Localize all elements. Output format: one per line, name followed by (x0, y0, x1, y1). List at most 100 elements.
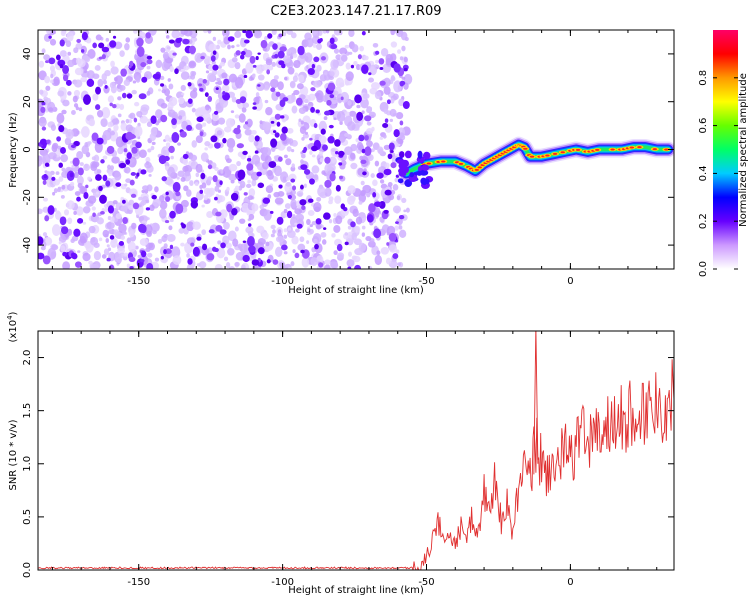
noise-speck (335, 184, 341, 192)
noise-speck (231, 57, 238, 63)
noise-speck (199, 87, 204, 92)
noise-speck (387, 182, 393, 187)
noise-speck (310, 106, 315, 113)
noise-speck (234, 185, 240, 191)
noise-speck (327, 163, 336, 173)
noise-speck (269, 210, 274, 214)
noise-speck (62, 64, 70, 75)
noise-speck (175, 203, 184, 215)
noise-speck (110, 66, 119, 75)
noise-speck (322, 95, 328, 103)
noise-speck (379, 66, 384, 71)
noise-speck (325, 30, 330, 34)
noise-speck (222, 235, 230, 245)
noise-speck (361, 31, 366, 36)
noise-speck (151, 141, 156, 146)
noise-speck (337, 252, 345, 259)
noise-speck (65, 40, 72, 48)
noise-speck (392, 205, 402, 214)
noise-speck (347, 100, 352, 106)
noise-speck (386, 99, 391, 105)
noise-speck (133, 117, 138, 123)
noise-speck (198, 261, 207, 269)
noise-speck (351, 255, 358, 261)
noise-speck (187, 98, 193, 104)
noise-speck (367, 240, 376, 248)
noise-speck (273, 155, 279, 160)
noise-speck (66, 32, 74, 42)
noise-speck (57, 187, 61, 193)
noise-speck (164, 147, 168, 150)
noise-speck (41, 49, 46, 54)
noise-speck (186, 221, 195, 232)
noise-speck (90, 236, 99, 246)
noise-speck (180, 222, 184, 226)
noise-speck (366, 121, 372, 126)
noise-speck (58, 162, 63, 168)
noise-speck (96, 169, 102, 174)
x-tick-label: 0 (567, 276, 573, 287)
noise-speck (183, 65, 190, 71)
noise-speck (215, 81, 219, 85)
noise-speck (163, 150, 167, 155)
noise-speck (63, 209, 70, 216)
noise-speck (323, 227, 327, 230)
noise-speck (184, 171, 191, 177)
noise-speck (380, 246, 390, 255)
noise-speck (340, 96, 344, 101)
noise-speck (155, 109, 163, 119)
noise-speck (108, 229, 113, 234)
noise-speck (174, 68, 179, 75)
noise-speck (311, 63, 316, 69)
noise-speck (417, 150, 423, 159)
noise-speck (292, 185, 297, 191)
noise-speck (113, 124, 119, 132)
noise-speck (272, 130, 277, 133)
noise-speck (303, 183, 307, 188)
noise-speck (93, 154, 100, 163)
noise-speck (190, 154, 198, 162)
ridge-hotspot-core (652, 148, 658, 151)
noise-speck (213, 110, 219, 115)
x-tick-label: -50 (418, 276, 434, 287)
noise-speck (226, 158, 232, 164)
noise-speck (62, 74, 69, 82)
noise-speck (157, 88, 162, 92)
noise-speck (335, 151, 339, 155)
noise-speck (168, 50, 177, 59)
snr-scale-exponent: 4 (6, 315, 14, 320)
noise-speck (134, 101, 140, 107)
noise-speck (404, 179, 413, 187)
noise-speck (264, 99, 269, 104)
noise-speck (186, 124, 193, 132)
noise-speck (169, 210, 176, 219)
noise-speck (83, 94, 91, 105)
noise-speck (335, 215, 343, 225)
noise-speck (266, 69, 271, 75)
noise-speck (72, 157, 80, 167)
noise-speck (69, 160, 73, 164)
noise-speck (81, 145, 90, 155)
noise-speck (157, 238, 163, 244)
noise-speck (310, 257, 318, 266)
noise-speck (216, 130, 223, 136)
noise-speck (133, 30, 138, 34)
noise-speck (228, 73, 238, 83)
noise-speck (272, 43, 278, 50)
colorbar-tick-label: 0.8 (698, 70, 709, 86)
noise-speck (398, 161, 407, 170)
noise-speck (245, 30, 253, 39)
noise-speck (180, 176, 186, 182)
noise-speck (248, 188, 256, 197)
noise-speck (240, 50, 246, 56)
noise-speck (361, 225, 366, 230)
noise-speck (189, 89, 198, 99)
noise-speck (363, 168, 367, 173)
noise-speck (244, 129, 253, 136)
noise-speck (167, 78, 171, 82)
noise-speck (62, 99, 70, 107)
noise-speck (287, 227, 292, 232)
noise-speck (303, 146, 308, 152)
noise-speck (299, 94, 306, 100)
noise-speck (392, 184, 399, 191)
